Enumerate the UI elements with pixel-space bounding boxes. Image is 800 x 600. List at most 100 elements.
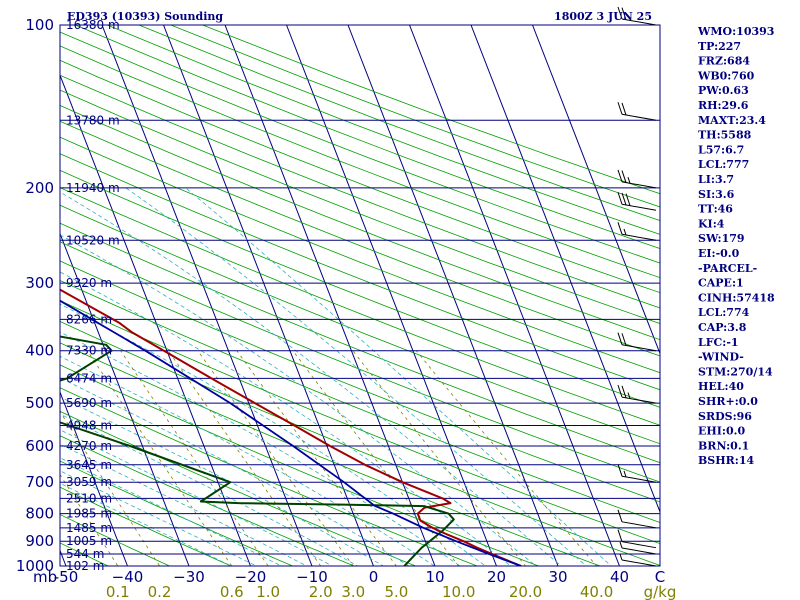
stat-line: SHR+:0.0 — [698, 395, 758, 408]
mixing-ratio-line — [415, 350, 598, 566]
moist-adiabat-line — [60, 443, 308, 566]
mixing-ratio-label: 0.6 — [220, 583, 244, 600]
moist-adiabat-line — [125, 187, 587, 566]
dry-adiabat-line — [60, 222, 660, 464]
isotherm-line — [286, 25, 497, 566]
mixing-ratio-line — [352, 350, 527, 566]
wind-barb — [617, 529, 657, 549]
stat-line: TT:46 — [698, 203, 733, 216]
stat-line: BRN:0.1 — [698, 439, 749, 452]
dry-adiabat-line — [60, 435, 356, 566]
dry-adiabat-line — [60, 260, 660, 503]
stat-line: EI:-0.0 — [698, 247, 740, 260]
mixing-ratio-label: 1.0 — [256, 583, 280, 600]
stat-line: L57:6.7 — [698, 143, 744, 156]
dry-adiabat-line — [60, 169, 660, 408]
parcel-profile-line — [60, 299, 522, 566]
moist-adiabat-line — [60, 271, 512, 566]
height-label: 10520 m — [66, 233, 120, 247]
stat-line: SRDS:96 — [698, 410, 752, 423]
moist-adiabat-line — [60, 191, 562, 566]
temperature-profile-line — [60, 288, 522, 566]
stat-line: HEL:40 — [698, 380, 744, 393]
stat-line: MAXT:23.4 — [698, 114, 766, 127]
height-label: 544 m — [66, 547, 104, 561]
temperature-tick-label: −30 — [173, 568, 205, 586]
moist-adiabat-line — [60, 429, 334, 566]
dry-adiabat-line — [60, 241, 660, 483]
mixing-ratio-label: 10.0 — [442, 583, 475, 600]
wind-barb — [619, 553, 657, 567]
stat-line: SI:3.6 — [698, 188, 735, 201]
mixing-ratio-label: 20.0 — [509, 583, 542, 600]
dry-adiabat-line — [60, 204, 660, 445]
stat-line: KI:4 — [698, 217, 725, 230]
stat-line: CINH:57418 — [698, 291, 775, 304]
mixing-ratio-label: 0.1 — [106, 583, 130, 600]
isotherm-line — [347, 25, 559, 566]
mixing-ratio-line — [60, 410, 161, 566]
height-label: 4948 m — [66, 419, 112, 433]
height-label: 102 m — [66, 559, 104, 573]
dry-adiabat-line — [60, 460, 294, 566]
stat-line: PW:0.63 — [698, 84, 749, 97]
moist-adiabat-line — [185, 187, 612, 566]
pressure-tick-label: 1000 — [16, 557, 54, 575]
plot-frame — [59, 24, 661, 567]
dry-adiabat-line — [60, 387, 479, 566]
mixing-ratio-label: 2.0 — [309, 583, 333, 600]
height-label: 3059 m — [66, 475, 112, 489]
dry-adiabat-line — [60, 59, 660, 294]
mixing-ratio-label: 3.0 — [341, 583, 365, 600]
height-label: 11940 m — [66, 181, 120, 195]
stat-line: TH:5588 — [698, 129, 752, 142]
height-label: 6474 m — [66, 371, 112, 385]
wind-barb — [617, 464, 657, 483]
temperature-tick-label: −20 — [235, 568, 267, 586]
moist-adiabat-line — [60, 303, 487, 566]
dry-adiabat-line — [60, 410, 417, 566]
wind-barb — [617, 332, 657, 352]
height-label: 3645 m — [66, 458, 112, 472]
moist-adiabat-line — [60, 234, 537, 566]
stat-line: TP:227 — [698, 40, 741, 53]
stat-line: -PARCEL- — [698, 262, 757, 275]
dry-adiabat-line — [60, 31, 660, 264]
pressure-tick-label: 300 — [25, 274, 54, 292]
stat-line: SW:179 — [698, 232, 745, 245]
moist-adiabat-line — [60, 482, 233, 566]
stat-line: STM:270/14 — [698, 365, 773, 378]
isotherm-line — [60, 390, 128, 566]
wind-barb — [617, 222, 657, 241]
sounding-profiles — [60, 288, 522, 566]
mixing-ratio-line — [87, 350, 233, 566]
temperature-tick-label: 0 — [369, 568, 379, 586]
stat-line: CAPE:1 — [698, 277, 744, 290]
dry-adiabat-line — [60, 187, 660, 426]
isotherm-line — [60, 232, 190, 566]
wind-barb — [617, 192, 657, 211]
height-label: 5690 m — [66, 396, 112, 410]
height-label: 13780 m — [66, 113, 120, 127]
mixing-ratio-line — [60, 473, 119, 566]
mixing-ratio-label: 5.0 — [384, 583, 408, 600]
height-label: 8266 m — [66, 312, 112, 326]
isotherm-line — [470, 25, 660, 514]
stat-line: FRZ:684 — [698, 55, 750, 68]
isotherm-line — [101, 25, 313, 566]
dewpoint-profile-line — [60, 335, 455, 566]
mixing-ratio-line — [197, 350, 354, 566]
stat-line: RH:29.6 — [698, 99, 749, 112]
temperature-tick-label: -50 — [54, 568, 79, 586]
grid-lines — [60, 25, 660, 566]
wind-barb — [617, 169, 657, 189]
isotherm-line — [532, 25, 660, 355]
pressure-tick-label: 700 — [25, 473, 54, 491]
chart-title: ED393 (10393) Sounding — [67, 10, 223, 23]
stat-line: LCL:777 — [698, 158, 749, 171]
stat-line: WB0:760 — [697, 69, 755, 82]
dry-adiabat-line — [60, 364, 540, 566]
wind-barb — [617, 6, 657, 26]
pressure-tick-label: 800 — [25, 505, 54, 523]
